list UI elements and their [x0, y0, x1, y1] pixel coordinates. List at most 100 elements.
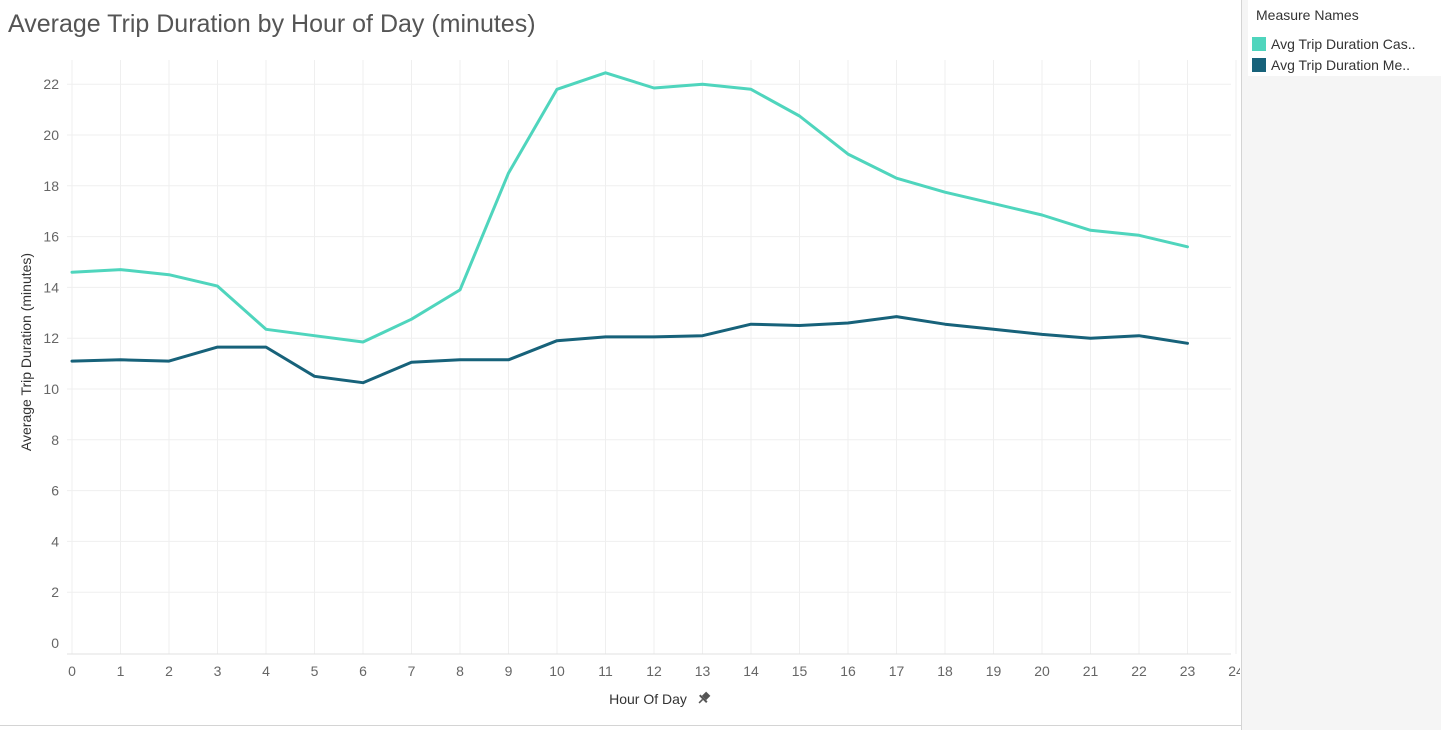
- data-point[interactable]: [457, 357, 463, 363]
- y-tick-label: 0: [51, 635, 59, 651]
- x-tick-label: 21: [1083, 663, 1099, 679]
- x-tick-label: 23: [1180, 663, 1196, 679]
- x-axis-label: Hour Of Day: [609, 691, 687, 707]
- series-lines: [69, 70, 1191, 386]
- data-point[interactable]: [118, 357, 124, 363]
- series-line-member[interactable]: [70, 315, 1189, 385]
- data-point[interactable]: [894, 314, 900, 320]
- x-tick-label: 22: [1131, 663, 1147, 679]
- data-point[interactable]: [1136, 232, 1142, 238]
- y-axis-ticks: 0 2 4 6 8 10 12 14 16 18 20 22: [43, 76, 59, 651]
- data-point[interactable]: [409, 316, 415, 322]
- sheet-border: [0, 725, 1241, 726]
- data-point[interactable]: [360, 339, 366, 345]
- legend-item-casual[interactable]: Avg Trip Duration Cas..: [1252, 35, 1437, 53]
- data-point[interactable]: [651, 334, 657, 340]
- data-point[interactable]: [1185, 244, 1191, 250]
- legend-title: Measure Names: [1256, 7, 1359, 23]
- x-tick-label: 8: [456, 663, 464, 679]
- data-point[interactable]: [118, 267, 124, 273]
- data-point[interactable]: [797, 323, 803, 329]
- x-tick-label: 10: [549, 663, 565, 679]
- data-point[interactable]: [312, 333, 318, 339]
- x-tick-label: 0: [68, 663, 76, 679]
- x-axis-ticks: 0 1 2 3 4 5 6 7 8 9 10 11 12 13 14 15 16 17 18 19 20 21 22 23 24: [68, 663, 1240, 679]
- x-tick-label: 6: [359, 663, 367, 679]
- legend-swatch-casual: [1252, 37, 1266, 51]
- data-point[interactable]: [69, 269, 75, 275]
- data-point[interactable]: [1039, 331, 1045, 337]
- legend-item-member[interactable]: Avg Trip Duration Me..: [1252, 56, 1437, 74]
- side-panel: [1241, 0, 1441, 730]
- x-tick-label: 11: [598, 663, 613, 679]
- y-tick-label: 18: [43, 178, 59, 194]
- y-tick-label: 8: [51, 432, 59, 448]
- y-tick-label: 2: [51, 584, 59, 600]
- data-point[interactable]: [700, 333, 706, 339]
- data-point[interactable]: [1039, 212, 1045, 218]
- data-point[interactable]: [166, 272, 172, 278]
- data-point[interactable]: [166, 358, 172, 364]
- data-point[interactable]: [748, 86, 754, 92]
- data-point[interactable]: [457, 287, 463, 293]
- x-tick-label: 18: [937, 663, 953, 679]
- data-point[interactable]: [69, 358, 75, 364]
- data-point[interactable]: [651, 85, 657, 91]
- pin-icon[interactable]: [696, 690, 712, 706]
- data-point[interactable]: [894, 175, 900, 181]
- x-tick-label: 13: [695, 663, 711, 679]
- legend-label-casual: Avg Trip Duration Cas..: [1271, 36, 1416, 52]
- x-tick-label: 16: [840, 663, 856, 679]
- data-point[interactable]: [1136, 333, 1142, 339]
- data-point[interactable]: [360, 380, 366, 386]
- data-point[interactable]: [1088, 335, 1094, 341]
- x-tick-label: 5: [311, 663, 319, 679]
- y-tick-label: 12: [43, 330, 59, 346]
- data-point[interactable]: [554, 86, 560, 92]
- gridlines: [67, 60, 1237, 655]
- data-point[interactable]: [215, 283, 221, 289]
- data-point[interactable]: [845, 320, 851, 326]
- data-point[interactable]: [845, 151, 851, 157]
- data-point[interactable]: [991, 326, 997, 332]
- data-point[interactable]: [263, 344, 269, 350]
- x-tick-label: 2: [165, 663, 173, 679]
- data-point[interactable]: [603, 334, 609, 340]
- data-point[interactable]: [312, 373, 318, 379]
- x-tick-label: 1: [117, 663, 125, 679]
- x-tick-label: 12: [646, 663, 662, 679]
- x-tick-label: 19: [986, 663, 1002, 679]
- data-point[interactable]: [409, 359, 415, 365]
- x-tick-label: 24: [1228, 663, 1240, 679]
- y-tick-label: 10: [43, 381, 59, 397]
- x-tick-label: 9: [505, 663, 513, 679]
- chart-area: Average Trip Duration by Hour of Day (mi…: [0, 0, 1241, 730]
- x-tick-label: 15: [792, 663, 808, 679]
- y-tick-label: 20: [43, 127, 59, 143]
- series-line-casual[interactable]: [70, 71, 1189, 344]
- y-tick-label: 16: [43, 229, 59, 245]
- data-point[interactable]: [1088, 227, 1094, 233]
- data-point[interactable]: [1185, 340, 1191, 346]
- legend: Measure Names Avg Trip Duration Cas.. Av…: [1248, 0, 1441, 76]
- data-point[interactable]: [603, 70, 609, 76]
- data-point[interactable]: [215, 344, 221, 350]
- data-point[interactable]: [942, 321, 948, 327]
- data-point[interactable]: [748, 321, 754, 327]
- data-point[interactable]: [991, 201, 997, 207]
- data-point[interactable]: [506, 357, 512, 363]
- data-point[interactable]: [797, 113, 803, 119]
- x-tick-label: 20: [1034, 663, 1050, 679]
- y-tick-label: 6: [51, 483, 59, 499]
- x-tick-label: 7: [408, 663, 416, 679]
- y-axis-label: Average Trip Duration (minutes): [18, 253, 34, 451]
- data-point[interactable]: [554, 338, 560, 344]
- data-point[interactable]: [942, 189, 948, 195]
- data-point[interactable]: [506, 170, 512, 176]
- data-point[interactable]: [263, 326, 269, 332]
- y-tick-label: 14: [43, 279, 59, 295]
- legend-swatch-member: [1252, 58, 1266, 72]
- y-tick-label: 22: [43, 76, 59, 92]
- data-point[interactable]: [700, 81, 706, 87]
